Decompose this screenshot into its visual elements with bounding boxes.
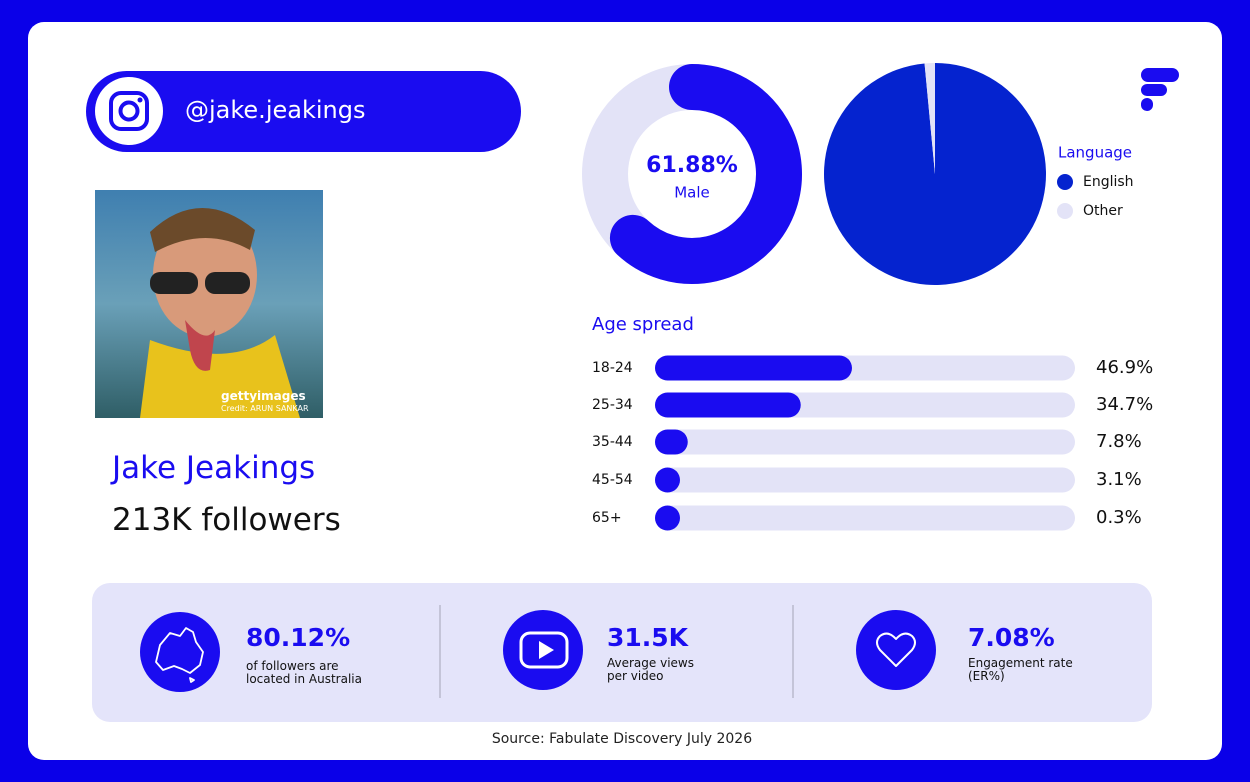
- instagram-icon: [109, 91, 149, 131]
- donut-value: 61.88%: [646, 153, 738, 178]
- bar-track: [655, 505, 1075, 531]
- stat-value: 31.5K: [607, 623, 689, 652]
- donut-arc: [609, 64, 802, 284]
- legend-swatch: [1057, 174, 1073, 190]
- australia-icon: [155, 627, 204, 683]
- bar: [655, 392, 801, 418]
- logo: [1141, 68, 1179, 82]
- stats-panel: [92, 583, 1152, 722]
- source: Source: Fabulate Discovery July 2026: [491, 731, 753, 747]
- age-label: 18-24: [592, 360, 633, 376]
- instagram-badge: [95, 77, 163, 145]
- play-icon: [539, 641, 554, 659]
- bar: [655, 467, 680, 493]
- pie-slice: [924, 63, 935, 174]
- stat-value: 80.12%: [246, 623, 351, 652]
- photo-tongue: [185, 320, 215, 371]
- legend-label: English: [1083, 174, 1134, 190]
- play-icon: [519, 631, 569, 669]
- logo: [1141, 84, 1167, 96]
- legend-label: Other: [1083, 203, 1123, 219]
- bar-value: 34.7%: [1096, 394, 1153, 415]
- bar-track: [655, 429, 1075, 455]
- photo-face: [153, 213, 257, 337]
- age-label: 45-54: [592, 472, 633, 488]
- followers: 213K followers: [112, 502, 341, 538]
- name: Jake Jeakings: [112, 450, 316, 486]
- bar-value: 3.1%: [1096, 469, 1142, 490]
- handle: @jake.jeakings: [185, 96, 366, 124]
- photo-glasses: [150, 272, 198, 294]
- bar-value: 7.8%: [1096, 431, 1142, 452]
- photo-brand: gettyimages: [221, 389, 306, 403]
- photo-credit: Credit: ARUN SANKAR: [221, 404, 309, 413]
- donut-label: Male: [674, 184, 710, 202]
- photo-glasses: [205, 272, 250, 294]
- stat-label: of followers are located in Australia: [246, 659, 362, 686]
- bar: [655, 505, 680, 531]
- age-title: Age spread: [592, 314, 694, 335]
- legend-title: Language: [1058, 144, 1132, 162]
- bar-value: 46.9%: [1096, 357, 1153, 378]
- stat-icon: [856, 610, 936, 690]
- bar: [655, 429, 688, 455]
- stat-label: Engagement rate (ER%): [968, 656, 1073, 683]
- legend-swatch: [1057, 203, 1073, 219]
- logo: [1141, 98, 1153, 111]
- bar: [655, 355, 852, 381]
- bar-track: [655, 467, 1075, 493]
- instagram-icon: [118, 100, 140, 122]
- instagram-icon: [137, 97, 143, 103]
- handle-pill: [86, 71, 521, 152]
- bar-value: 0.3%: [1096, 507, 1142, 528]
- stat-label: Average views per video: [607, 656, 694, 683]
- heart-icon: [876, 632, 916, 667]
- stat-value: 7.08%: [968, 623, 1055, 652]
- photo-shirt: [140, 335, 300, 418]
- photo-hair: [150, 207, 255, 252]
- stat-icon: [140, 612, 220, 692]
- age-label: 25-34: [592, 397, 633, 413]
- age-label: 35-44: [592, 434, 633, 450]
- age-label: 65+: [592, 510, 622, 526]
